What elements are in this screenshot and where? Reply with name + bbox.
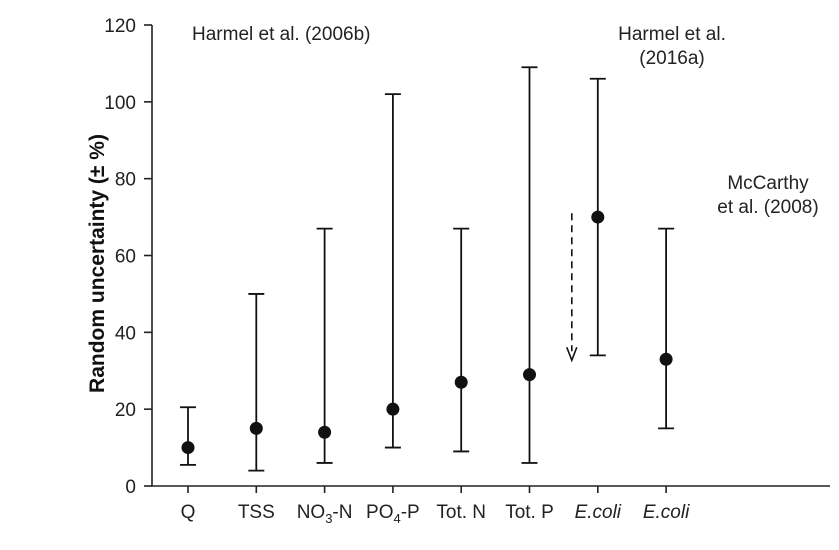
data-point-1	[249, 421, 263, 435]
data-point-6	[591, 210, 605, 224]
data-point-2	[318, 425, 332, 439]
data-point-4	[454, 375, 468, 389]
y-tick-label-60: 60	[115, 247, 136, 268]
y-axis-label: Random uncertainty (± %)	[86, 134, 109, 393]
data-point-0	[181, 441, 195, 455]
x-tick-label-6: E.coli	[575, 502, 622, 523]
annotation-0: Harmel et al. (2006b)	[192, 24, 370, 45]
x-tick-label-7: E.coli	[643, 502, 690, 523]
y-tick-label-100: 100	[104, 93, 136, 114]
axis-lines	[151, 25, 830, 487]
y-tick-label-20: 20	[115, 400, 136, 421]
y-tick-label-120: 120	[104, 16, 136, 37]
dashed-arrow-head	[566, 346, 578, 363]
x-tick-label-1: TSS	[238, 502, 275, 523]
x-tick-label-4: Tot. N	[436, 502, 486, 523]
data-point-5	[523, 368, 536, 382]
x-tick-label-3: PO4-P	[366, 502, 420, 526]
data-point-3	[386, 402, 400, 416]
y-tick-label-80: 80	[115, 170, 136, 191]
annotation-1: Harmel et al. (2016a)	[618, 24, 726, 69]
data-point-7	[659, 352, 673, 366]
x-tick-label-2: NO3-N	[297, 502, 353, 526]
x-tick-label-5: Tot. P	[505, 502, 554, 523]
x-tick-label-0: Q	[181, 502, 196, 523]
annotation-2: McCarthy et al. (2008)	[717, 173, 818, 218]
y-tick-label-40: 40	[115, 323, 136, 344]
y-tick-label-0: 0	[125, 477, 136, 498]
